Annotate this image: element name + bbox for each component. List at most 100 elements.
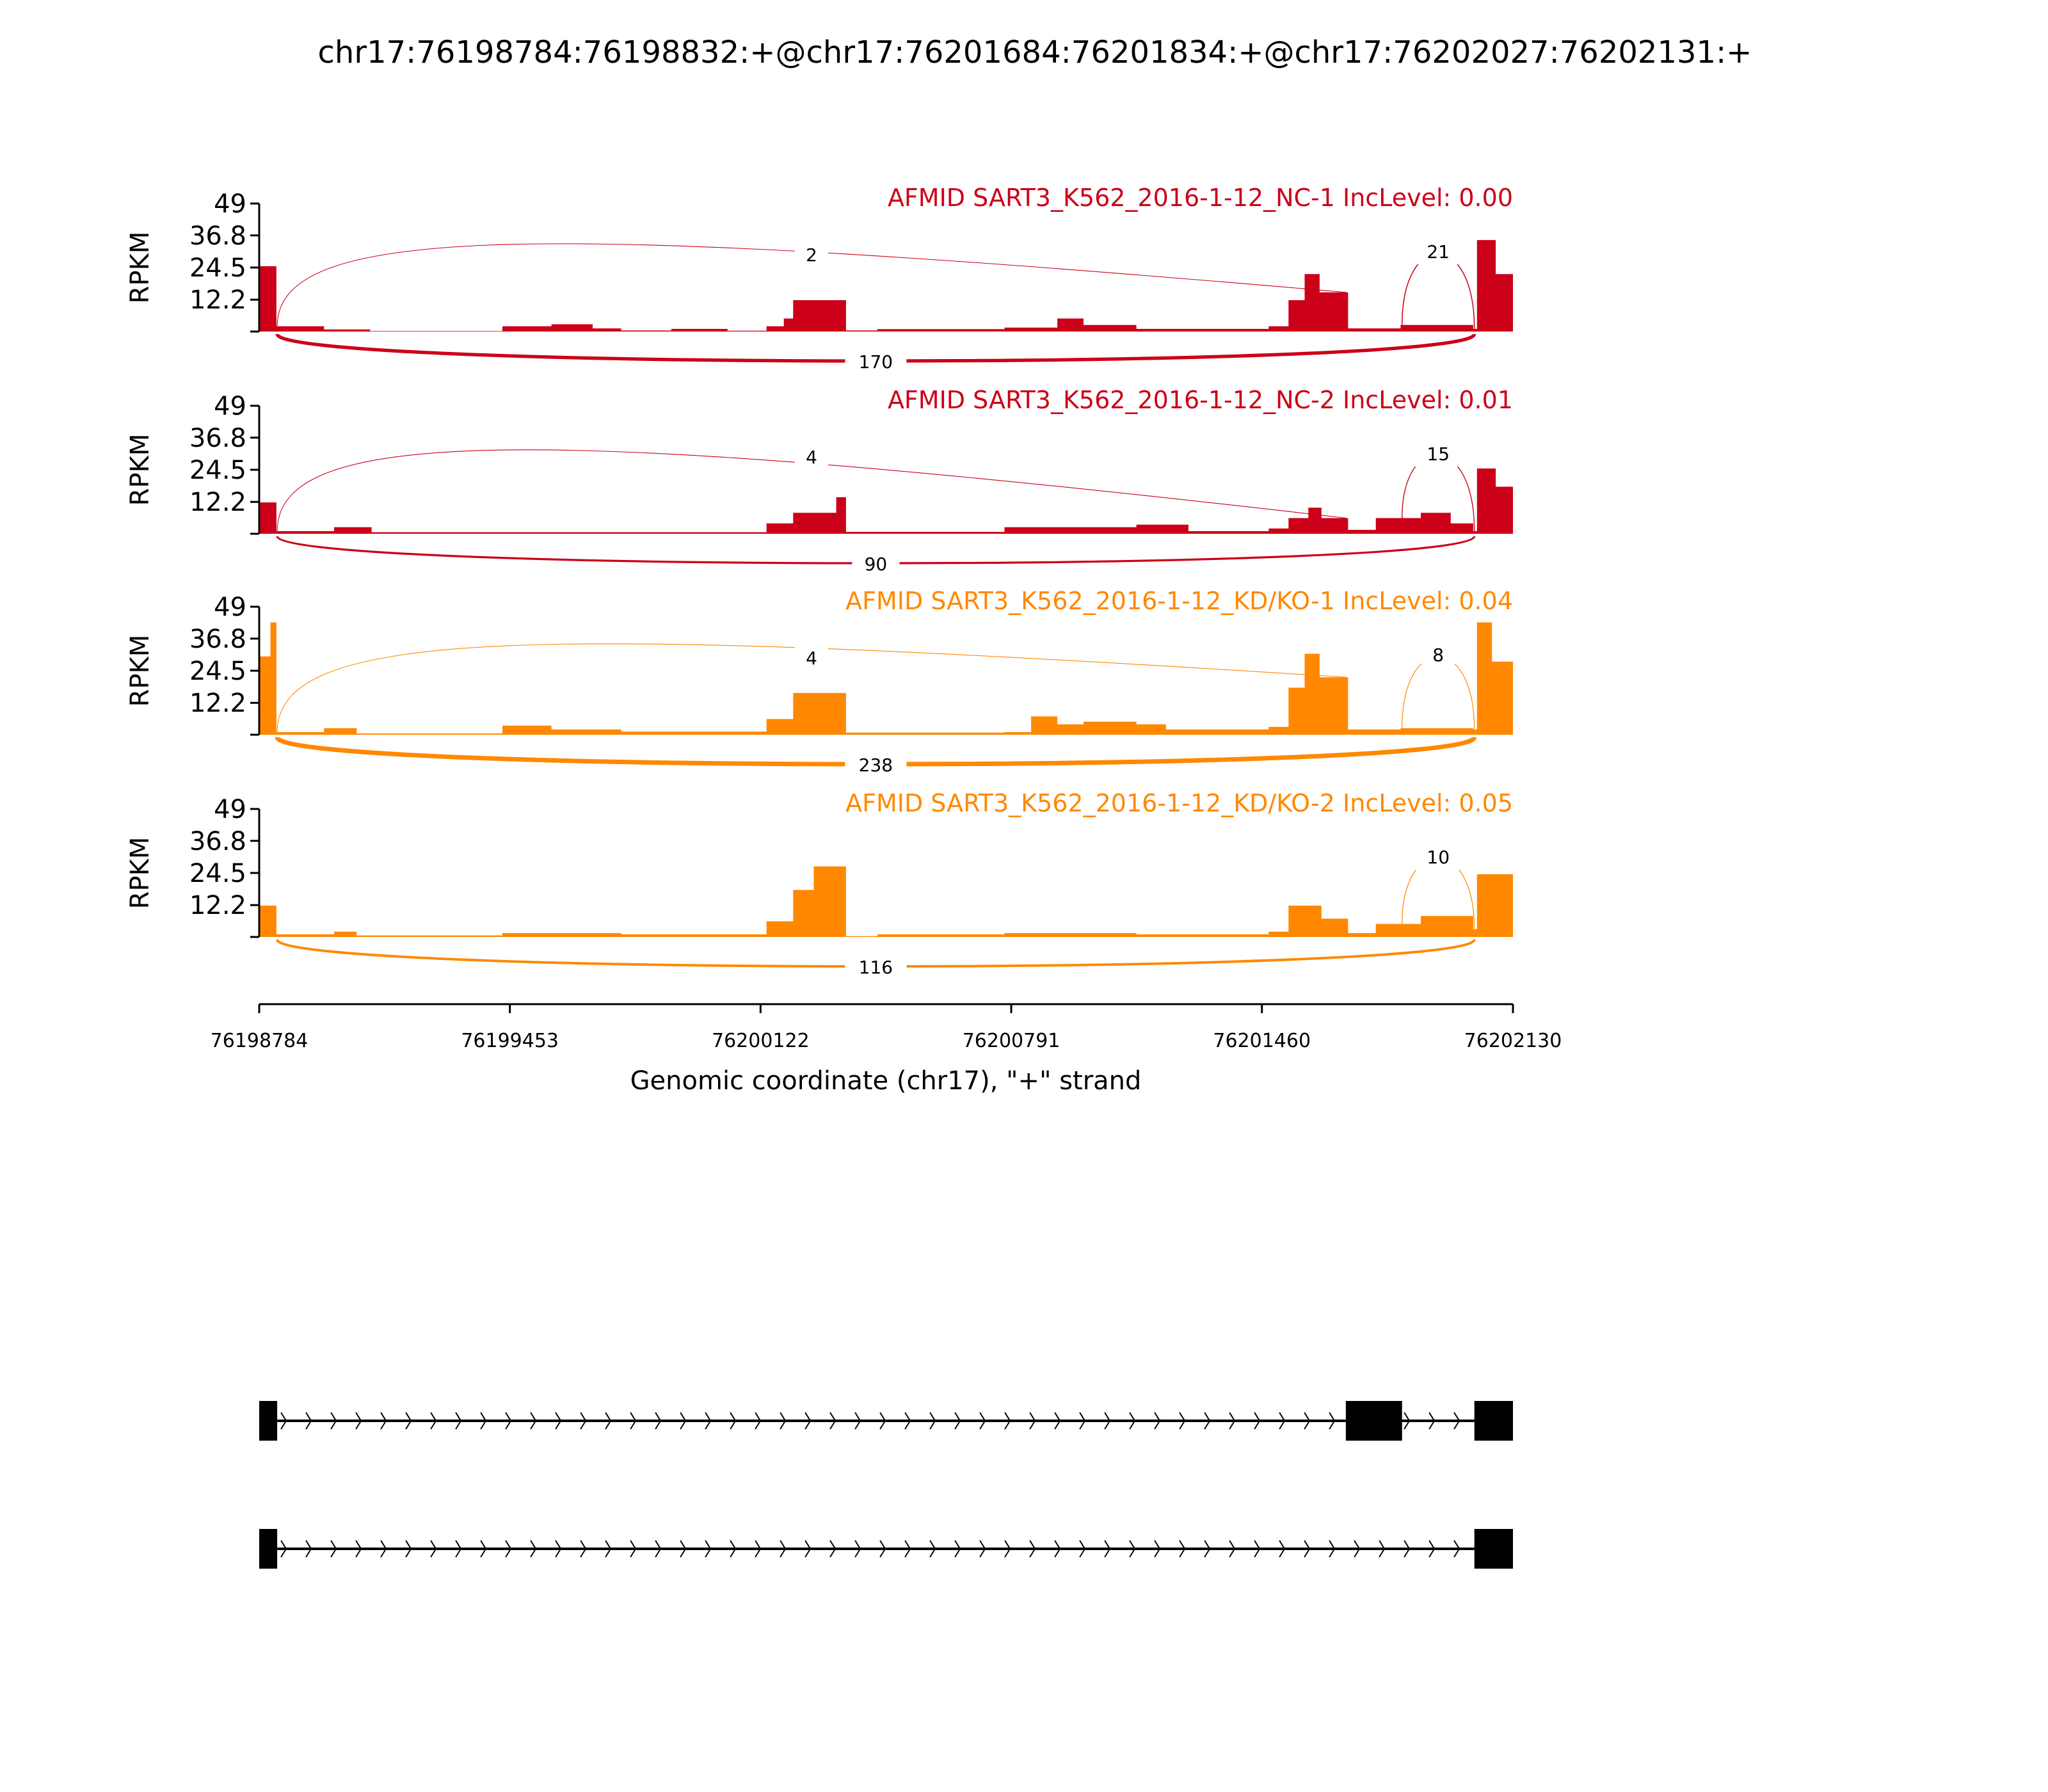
- gene-models: [259, 1401, 1513, 1569]
- junction-count-label: 2: [806, 244, 817, 266]
- strand-arrow-icon: [1079, 1540, 1086, 1558]
- strand-arrow-icon: [330, 1412, 337, 1430]
- strand-arrow-icon: [655, 1412, 662, 1430]
- junction-count-label: 4: [806, 648, 817, 669]
- strand-arrow-icon: [1304, 1412, 1311, 1430]
- strand-arrow-icon: [1054, 1540, 1061, 1558]
- junction-count-label: 90: [865, 554, 888, 575]
- strand-arrow-icon: [355, 1540, 362, 1558]
- strand-arrow-icon: [730, 1412, 737, 1430]
- junction-arc: [276, 449, 1346, 531]
- junction-label-bg: [794, 242, 828, 268]
- y-axis-label: RPKM: [125, 635, 155, 707]
- strand-arrow-icon: [954, 1412, 961, 1430]
- strand-arrow-icon: [1004, 1412, 1011, 1430]
- junction-arc: [276, 243, 1346, 326]
- strand-arrow-icon: [804, 1540, 812, 1558]
- strand-arrow-icon: [1254, 1540, 1261, 1558]
- junction-count-label: 21: [1427, 241, 1450, 262]
- strand-arrow-icon: [1329, 1540, 1336, 1558]
- strand-arrow-icon: [1404, 1540, 1411, 1558]
- strand-arrow-icon: [1154, 1412, 1161, 1430]
- x-axis: 76198784 76199453 76200122 76200791 76201460…: [211, 1003, 1562, 1052]
- junction-label-bg: [1421, 642, 1455, 668]
- strand-arrow-icon: [1104, 1412, 1111, 1430]
- strand-arrow-icon: [1428, 1540, 1436, 1558]
- strand-arrow-icon: [829, 1412, 836, 1430]
- y-tick-label: 49: [214, 593, 246, 622]
- strand-arrow-icon: [904, 1412, 911, 1430]
- y-tick-label: 24.5: [189, 253, 246, 283]
- y-tick-label: 24.5: [189, 657, 246, 686]
- strand-arrow-icon: [1004, 1540, 1011, 1558]
- y-tick-label: 49: [214, 795, 246, 824]
- sample-panel-2: 49 36.8 24.5 12.2 RPKM AFMID SART3_K562_2016-…: [125, 386, 1513, 577]
- strand-arrow-icon: [1179, 1540, 1186, 1558]
- strand-arrow-icon: [1453, 1540, 1460, 1558]
- coverage-area: [259, 468, 1513, 534]
- strand-arrow-icon: [1204, 1412, 1211, 1430]
- strand-arrow-icon: [530, 1540, 537, 1558]
- y-tick-label: 36.8: [189, 424, 246, 453]
- strand-arrow-icon: [605, 1412, 612, 1430]
- junction-label-bg: [1414, 239, 1462, 264]
- junction-count-label: 8: [1432, 644, 1444, 666]
- strand-arrow-icon: [630, 1540, 637, 1558]
- strand-arrow-icon: [1254, 1412, 1261, 1430]
- strand-arrow-icon: [979, 1412, 986, 1430]
- strand-arrow-icon: [755, 1412, 762, 1430]
- y-tick-label: 49: [214, 392, 246, 421]
- strand-arrow-icon: [730, 1540, 737, 1558]
- strand-arrow-icon: [555, 1540, 562, 1558]
- junction-label-bg: [1414, 441, 1462, 467]
- sample-panel-4: 49 36.8 24.5 12.2 RPKM AFMID SART3_K562_2016-…: [125, 789, 1513, 980]
- strand-arrow-icon: [280, 1412, 287, 1430]
- junction-count-label: 10: [1427, 847, 1450, 868]
- strand-arrow-icon: [405, 1412, 412, 1430]
- y-tick-label: 12.2: [189, 891, 246, 920]
- coverage-area: [259, 866, 1513, 937]
- gene-model-1: [259, 1401, 1513, 1441]
- gene-model-2: [259, 1529, 1513, 1569]
- strand-arrow-icon: [455, 1412, 462, 1430]
- strand-arrow-icon: [1404, 1412, 1411, 1430]
- sample-label: AFMID SART3_K562_2016-1-12_NC-1 IncLevel…: [888, 184, 1513, 212]
- strand-arrow-icon: [979, 1540, 986, 1558]
- sample-label: AFMID SART3_K562_2016-1-12_NC-2 IncLevel…: [888, 386, 1513, 414]
- strand-arrow-icon: [480, 1540, 487, 1558]
- sample-label: AFMID SART3_K562_2016-1-12_KD/KO-1 IncLe…: [845, 587, 1513, 615]
- y-axis-label: RPKM: [125, 232, 155, 304]
- strand-arrow-icon: [680, 1540, 687, 1558]
- junction-label-bg: [845, 752, 907, 778]
- strand-arrow-icon: [1154, 1540, 1161, 1558]
- exon-block: [259, 1529, 278, 1569]
- junction-label-bg: [852, 551, 900, 577]
- y-tick-label: 12.2: [189, 285, 246, 315]
- strand-arrow-icon: [655, 1540, 662, 1558]
- strand-arrow-icon: [954, 1540, 961, 1558]
- x-tick-label: 76201460: [1213, 1030, 1311, 1052]
- strand-arrow-icon: [804, 1412, 812, 1430]
- strand-arrow-icon: [355, 1412, 362, 1430]
- strand-arrow-icon: [455, 1540, 462, 1558]
- strand-arrow-icon: [780, 1412, 787, 1430]
- strand-arrow-icon: [1204, 1540, 1211, 1558]
- strand-arrow-icon: [430, 1412, 437, 1430]
- strand-arrow-icon: [480, 1412, 487, 1430]
- strand-arrow-icon: [605, 1540, 612, 1558]
- strand-arrow-icon: [705, 1540, 712, 1558]
- strand-arrow-icon: [380, 1412, 387, 1430]
- junction-count-label: 170: [859, 351, 893, 372]
- strand-arrow-icon: [580, 1412, 587, 1430]
- y-tick-label: 49: [214, 189, 246, 219]
- strand-arrow-icon: [1029, 1540, 1036, 1558]
- x-tick-label: 76198784: [211, 1030, 308, 1052]
- junction-label-bg: [845, 349, 907, 374]
- x-tick-label: 76199453: [461, 1030, 559, 1052]
- strand-arrow-icon: [305, 1540, 312, 1558]
- strand-arrow-icon: [1304, 1540, 1311, 1558]
- strand-arrow-icon: [1129, 1412, 1136, 1430]
